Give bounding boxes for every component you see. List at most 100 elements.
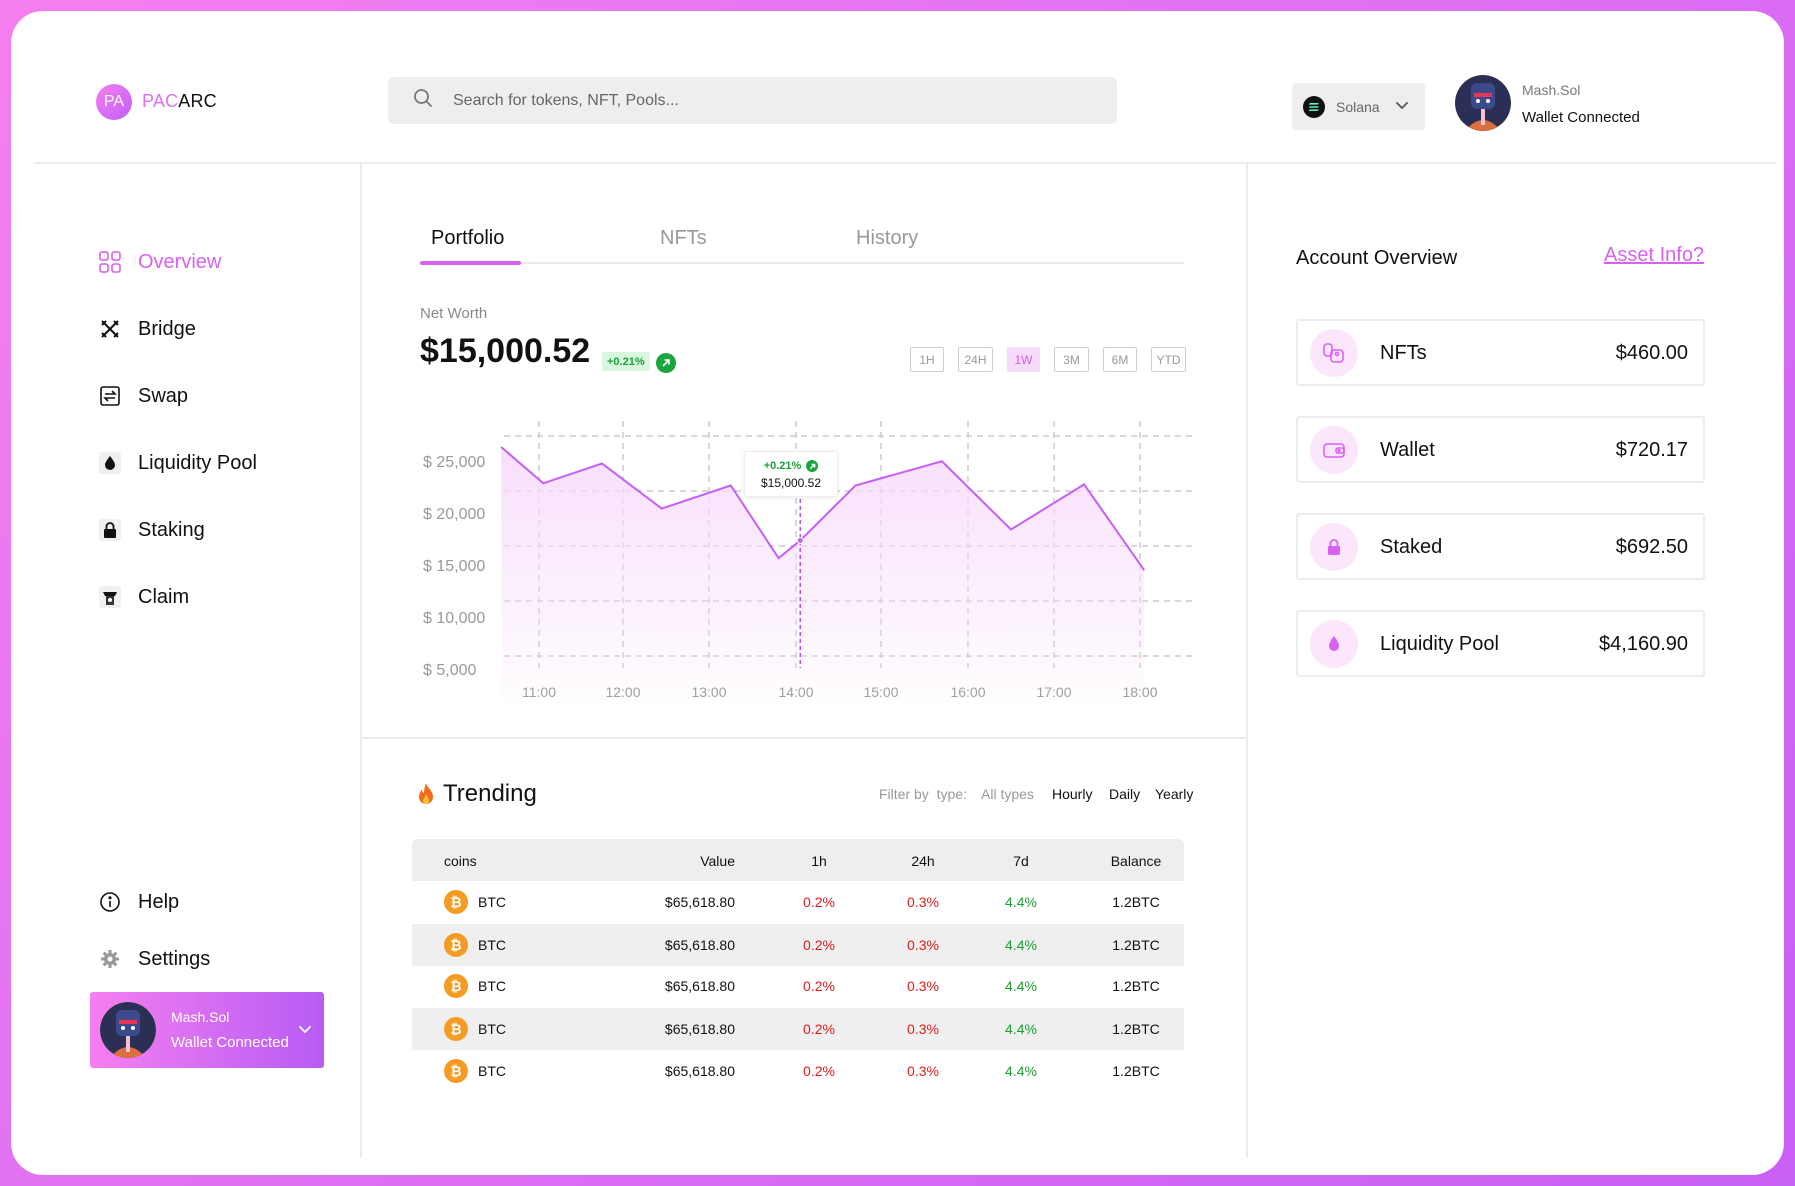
bitcoin-icon: ₿ [444,890,468,914]
coin-name: BTC [478,978,506,994]
change-24h: 0.3% [907,1021,939,1037]
sidebar-item-swap[interactable]: Swap [99,381,188,411]
table-row[interactable]: ₿ BTC $65,618.80 0.2% 0.3% 4.4% 1.2BTC [412,1050,1184,1092]
filter-hourly[interactable]: Hourly [1052,786,1093,802]
coin-value: $65,618.80 [664,1021,735,1037]
column-24h: 24h [911,853,935,869]
range-6m-button[interactable]: 6M [1103,347,1137,372]
sidebar-item-label: Liquidity Pool [138,451,257,474]
change-1h: 0.2% [803,1063,835,1079]
asset-info-link[interactable]: Asset Info? [1604,244,1705,266]
wallet-icon [1310,426,1358,474]
gear-icon [99,948,121,970]
bitcoin-icon: ₿ [444,933,468,957]
brand-logo: PA [96,84,132,120]
filter-all-types[interactable]: All types [981,786,1034,802]
right-panel-divider [1246,163,1248,1157]
nft-icon [1310,329,1358,377]
sidebar-item-overview[interactable]: Overview [99,247,221,277]
sidebar-item-liquidity-pool[interactable]: Liquidity Pool [99,448,257,478]
change-1h: 0.2% [803,894,835,910]
y-tick-label: $ 5,000 [423,662,476,679]
table-row[interactable]: ₿ BTC $65,618.80 0.2% 0.3% 4.4% 1.2BTC [412,965,1184,1007]
search-input[interactable] [453,91,1053,110]
table-row[interactable]: ₿ BTC $65,618.80 0.2% 0.3% 4.4% 1.2BTC [412,881,1184,923]
user-name: Mash.Sol [1522,82,1581,98]
app-window: PA PACARC Solana Mash.Sol Wallet Connect… [11,11,1784,1175]
sidebar-item-help[interactable]: Help [99,887,179,917]
change-7d: 4.4% [1005,894,1037,910]
table-header [412,839,1184,881]
coin-balance: 1.2BTC [1112,978,1160,994]
change-7d: 4.4% [1005,1021,1037,1037]
range-3m-button[interactable]: 3M [1054,347,1089,372]
brand-name: PACARC [142,91,217,112]
bridge-icon [99,318,121,340]
trend-up-icon [656,353,676,373]
sidebar-item-bridge[interactable]: Bridge [99,314,196,344]
tooltip-change-text: +0.21% [763,460,802,472]
coin-balance: 1.2BTC [1112,1021,1160,1037]
network-select[interactable]: Solana [1292,83,1425,130]
coin-name: BTC [478,894,506,910]
portfolio-chart: $ 25,000$ 20,000$ 15,000$ 10,000$ 5,0001… [423,421,1196,703]
chevron-down-icon[interactable] [298,1022,312,1040]
wallet-card[interactable]: Wallet $720.17 [1296,416,1705,483]
tab-history[interactable]: History [856,227,919,249]
sidebar-item-label: Settings [138,947,211,970]
range-24h-button[interactable]: 24H [958,347,993,372]
user-card-text: Mash.Sol Wallet Connected [171,1009,289,1051]
avatar[interactable] [1455,75,1511,131]
sidebar-divider [360,163,362,1157]
staked-card[interactable]: Staked $692.50 [1296,513,1705,580]
card-value: $460.00 [1615,342,1688,364]
bitcoin-icon: ₿ [444,1059,468,1083]
column-1h: 1h [811,853,827,869]
tabs-baseline [420,262,1184,264]
card-label: Wallet [1380,439,1435,461]
range-1w-button[interactable]: 1W [1007,347,1040,372]
card-value: $692.50 [1615,536,1688,558]
search-icon [413,88,433,113]
net-worth-value: $15,000.52 [420,332,591,370]
lock-icon [99,519,121,541]
search-bar[interactable] [388,77,1117,124]
range-ytd-button[interactable]: YTD [1151,347,1186,372]
card-label: Staked [1380,536,1443,558]
droplet-icon [99,452,121,474]
sidebar-item-settings[interactable]: Settings [99,944,210,974]
coin-balance: 1.2BTC [1112,894,1160,910]
filter-daily[interactable]: Daily [1109,786,1141,802]
chevron-down-icon [1395,98,1409,116]
column-coins: coins [444,853,477,869]
filter-yearly[interactable]: Yearly [1155,786,1194,802]
change-24h: 0.3% [907,1063,939,1079]
brand-name-part2: ARC [178,91,217,111]
chart-divider [361,737,1247,739]
user-account-card[interactable]: Mash.Sol Wallet Connected [90,992,324,1068]
sidebar-item-staking[interactable]: Staking [99,515,205,545]
coin-value: $65,618.80 [664,978,735,994]
sidebar-item-label: Overview [138,250,222,273]
nfts-card[interactable]: NFTs $460.00 [1296,319,1705,386]
range-1h-button[interactable]: 1H [910,347,944,372]
sidebar-item-claim[interactable]: Claim [99,582,189,612]
trend-up-icon [806,460,819,472]
grid-icon [99,251,121,273]
trending-title: Trending [443,780,537,807]
tab-portfolio[interactable]: Portfolio [431,227,505,249]
liquidity-pool-card[interactable]: Liquidity Pool $4,160.90 [1296,610,1705,677]
chart-tooltip: +0.21% $15,000.52 [744,451,838,497]
table-row[interactable]: ₿ BTC $65,618.80 0.2% 0.3% 4.4% 1.2BTC [412,1008,1184,1050]
tab-nfts[interactable]: NFTs [660,227,707,249]
sidebar-item-label: Bridge [138,317,196,340]
claim-icon [99,586,121,608]
brand-name-part1: PAC [142,91,179,111]
highlight-point [796,537,804,544]
header-divider [34,162,1776,164]
change-24h: 0.3% [907,978,939,994]
account-overview-title: Account Overview [1296,247,1458,269]
card-label: NFTs [1380,342,1427,364]
table-row[interactable]: ₿ BTC $65,618.80 0.2% 0.3% 4.4% 1.2BTC [412,924,1184,966]
coin-value: $65,618.80 [664,894,735,910]
